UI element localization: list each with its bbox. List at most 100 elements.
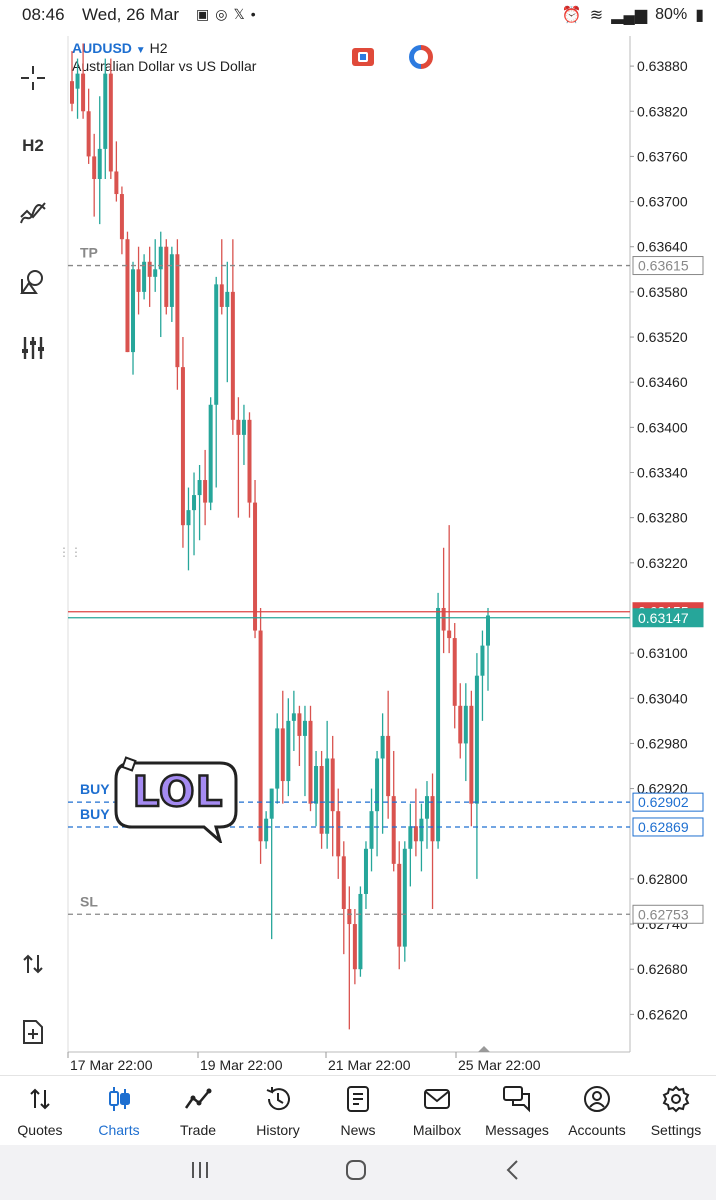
level-price-value: 0.63147 [638,610,689,626]
candle-body [197,480,202,496]
candle-body [413,826,418,842]
chart-drag-handle[interactable]: ⋮⋮ [58,545,82,559]
candle-body [81,73,86,112]
candle-body [225,291,230,307]
nav-quotes[interactable]: Quotes [0,1084,80,1138]
candle-body [131,269,136,353]
alarm-icon: ⏰ [561,7,582,24]
status-bar: 08:46 Wed, 26 Mar ▣ ◎ 𝕏 • ⏰ ≋ ▂▄▆ 80% ▮ [0,0,716,30]
candle-body [269,788,274,819]
market-clock-icon[interactable] [409,45,433,69]
back-icon[interactable] [505,1159,521,1187]
y-tick-label: 0.63220 [637,555,688,571]
candle-body [164,246,169,307]
candle-body [92,156,97,179]
candle-body [463,705,468,744]
candle-body [158,246,163,270]
nav-trade[interactable]: Trade [158,1084,238,1138]
candle-body [275,728,280,789]
candle-body [352,924,357,970]
indicators-icon[interactable] [8,194,58,234]
sort-arrows-icon[interactable] [8,944,58,984]
crosshair-icon[interactable] [8,58,58,98]
candle-body [375,758,380,812]
objects-icon[interactable] [8,262,58,302]
charts-icon [79,1084,159,1114]
y-tick-label: 0.63640 [637,239,688,255]
left-toolbar: H2 [0,40,66,1050]
chart-timeframe: H2 [149,40,168,56]
candle-body [219,284,224,307]
symbol-dropdown-icon[interactable]: ▼ [135,45,146,56]
nav-accounts[interactable]: Accounts [557,1084,637,1138]
candle-body [97,148,102,179]
lol-sticker-shape [114,756,238,846]
dot-icon: • [250,6,256,22]
candle-body [380,735,385,759]
new-document-icon[interactable] [8,1012,58,1052]
recent-apps-icon[interactable] [190,1159,210,1187]
symbol-header[interactable]: AUDUSD ▼ H2 [72,40,167,56]
candle-body [408,826,413,849]
nav-news[interactable]: News [318,1084,398,1138]
candle-body [103,73,108,149]
timeframe-button[interactable]: H2 [22,136,44,155]
symbol-name[interactable]: AUDUSD [72,40,132,56]
candle-body [419,818,424,842]
y-tick-label: 0.62980 [637,735,688,751]
y-tick-label: 0.63880 [637,58,688,74]
candle-body [214,284,219,405]
candle-body [347,909,352,925]
trade-icon [158,1084,238,1114]
candle-body [308,720,313,804]
time-scroll-marker[interactable] [478,1046,490,1052]
lol-sticker: LOL [112,755,240,846]
candle-body [336,811,341,857]
one-click-trading-icon[interactable] [352,48,374,66]
candle-body [397,863,402,947]
candle-body [208,404,213,503]
x-tick-label: 21 Mar 22:00 [328,1057,411,1073]
level-price-value: 0.62753 [638,906,689,922]
system-navigation-bar [0,1145,716,1200]
candle-body [391,796,396,864]
y-tick-label: 0.63040 [637,690,688,706]
y-tick-label: 0.63520 [637,329,688,345]
candle-body [169,254,174,307]
nav-label: News [340,1122,376,1138]
candle-body [480,645,485,676]
level-price-value: 0.63615 [638,258,689,274]
price-chart[interactable]: 0.63880 0.63820 0.63760 0.63700 0.63640 0.635… [0,0,716,1075]
candle-body [302,720,307,736]
signal-icon: ▂▄▆ [611,7,648,24]
status-date: Wed, 26 Mar [82,5,180,24]
lol-sticker-text: LOL [131,766,224,818]
candle-body [75,73,80,89]
settings-sliders-icon[interactable] [8,328,58,368]
candle-body [86,111,91,157]
candle-body [108,73,113,172]
nav-charts[interactable]: Charts [79,1084,159,1138]
y-tick-label: 0.62620 [637,1006,688,1022]
candle-body [424,796,429,819]
candle-body [142,261,147,292]
nav-messages[interactable]: Messages [477,1084,557,1138]
nav-label: Trade [179,1122,217,1138]
nav-settings[interactable]: Settings [636,1084,716,1138]
candle-body [363,848,368,894]
level-price-tag [632,904,704,924]
level-label: BUY [80,781,110,797]
candle-body [119,194,124,240]
status-time: 08:46 [22,5,65,24]
nav-label: Settings [650,1122,702,1138]
home-icon[interactable] [345,1159,367,1187]
candle-body [114,171,119,195]
nav-history[interactable]: History [238,1084,318,1138]
nav-label: Messages [485,1122,549,1138]
quotes-icon [0,1084,80,1114]
candle-body [474,675,479,804]
x-icon: 𝕏 [233,6,245,22]
y-tick-label: 0.62800 [637,871,688,887]
nav-mailbox[interactable]: Mailbox [397,1084,477,1138]
candle-body [175,254,180,368]
